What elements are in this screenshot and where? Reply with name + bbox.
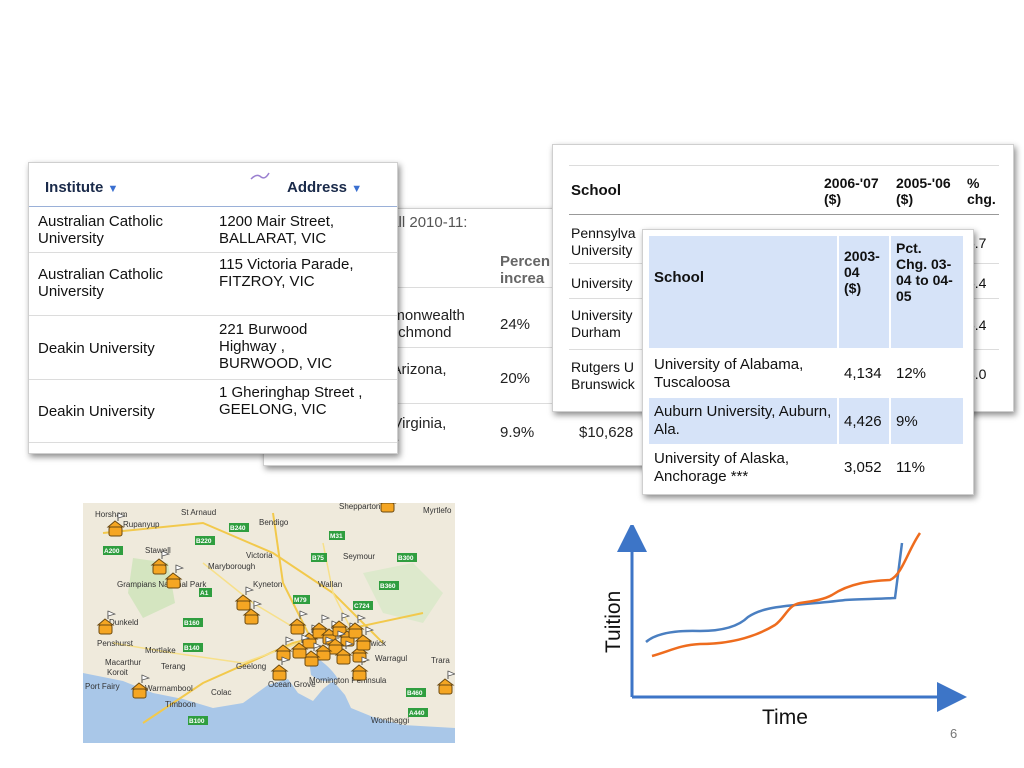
x-axis-label: Time xyxy=(762,706,808,729)
svg-text:Grampians National Park: Grampians National Park xyxy=(117,580,207,589)
svg-text:Victoria: Victoria xyxy=(246,551,273,560)
svg-text:Geelong: Geelong xyxy=(236,662,266,671)
front-value-cell: 3,052 xyxy=(844,459,882,476)
year-2006-header: 2006-'07 ($) xyxy=(824,175,879,207)
svg-text:A1: A1 xyxy=(200,590,209,597)
svg-text:Wallan: Wallan xyxy=(318,580,342,589)
svg-text:C724: C724 xyxy=(354,603,370,610)
school-tuition-2003-table-card: School 2003- 04 ($) Pct. Chg. 03- 04 to … xyxy=(642,229,974,495)
sort-caret-icon: ▼ xyxy=(351,183,363,195)
institute-header-label: Institute xyxy=(45,179,104,196)
back-row-1-name: nmonwealth Richmond xyxy=(384,307,465,341)
back-table-col-header: Percen increa xyxy=(500,253,551,287)
year-2005-header: 2005-'06 ($) xyxy=(896,175,951,207)
svg-text:M31: M31 xyxy=(330,533,343,540)
address-cell: 221 Burwood Highway , BURWOOD, VIC xyxy=(219,321,333,372)
svg-text:A440: A440 xyxy=(409,710,425,717)
school-cell: Pennsylva University xyxy=(571,225,636,258)
address-cell: 115 Victoria Parade, FITZROY, VIC xyxy=(219,256,354,290)
svg-text:Mornington Peninsula: Mornington Peninsula xyxy=(309,676,387,685)
svg-text:Berwick: Berwick xyxy=(358,639,387,648)
svg-text:Port Fairy: Port Fairy xyxy=(85,682,120,691)
svg-text:Horsham: Horsham xyxy=(95,510,128,519)
page-number: 6 xyxy=(950,726,958,741)
svg-text:Warrnambool: Warrnambool xyxy=(145,684,193,693)
svg-text:A200: A200 xyxy=(104,548,120,555)
svg-text:M79: M79 xyxy=(294,597,307,604)
pct-chg-header: % chg. xyxy=(967,175,996,207)
front-value-cell: 4,426 xyxy=(844,413,882,430)
address-cell: 1 Gheringhap Street , GEELONG, VIC xyxy=(219,384,363,418)
svg-text:Seymour: Seymour xyxy=(343,552,375,561)
campus-map[interactable]: B240 B220 A200 M31 B75 B300 B360 M79 C72… xyxy=(83,503,455,743)
svg-text:Colac: Colac xyxy=(211,688,231,697)
institute-column-header[interactable]: Institute ▼ xyxy=(45,179,118,196)
svg-text:B140: B140 xyxy=(184,645,200,652)
svg-text:B100: B100 xyxy=(189,718,205,725)
svg-text:Maryborough: Maryborough xyxy=(208,562,255,571)
front-pct-cell: 9% xyxy=(896,413,918,430)
road-shield-icons: B240 B220 A200 M31 B75 B300 B360 M79 C72… xyxy=(103,523,428,725)
svg-text:Koroit: Koroit xyxy=(107,668,129,677)
svg-text:Penshurst: Penshurst xyxy=(97,639,134,648)
front-year-header: 2003- 04 ($) xyxy=(844,248,880,296)
svg-text:B360: B360 xyxy=(380,583,396,590)
svg-text:Warragul: Warragul xyxy=(375,654,407,663)
address-cell: 1200 Mair Street, BALLARAT, VIC xyxy=(219,213,335,247)
school-cell: University Durham xyxy=(571,307,633,340)
svg-text:B460: B460 xyxy=(407,690,423,697)
svg-text:Bendigo: Bendigo xyxy=(259,518,289,527)
svg-text:Wonthaggi: Wonthaggi xyxy=(371,716,409,725)
front-pct-cell: 11% xyxy=(896,459,925,476)
institute-address-table-card: Institute ▼ Address ▼ Australian Catholi… xyxy=(28,162,398,454)
svg-text:Ocean Grove: Ocean Grove xyxy=(268,680,316,689)
svg-text:Myrtlefo: Myrtlefo xyxy=(423,506,452,515)
back-row-1-pct: 24% xyxy=(500,316,531,333)
svg-text:Macarthur: Macarthur xyxy=(105,658,141,667)
school-header: School xyxy=(571,182,622,199)
svg-text:B75: B75 xyxy=(312,555,324,562)
school-cell: Rutgers U Brunswick xyxy=(571,359,635,392)
svg-text:Mortlake: Mortlake xyxy=(145,646,176,655)
institute-cell: Deakin University xyxy=(38,403,155,420)
institute-cell: Australian Catholic University xyxy=(38,213,164,247)
y-axis-label: Tuition xyxy=(602,591,625,653)
svg-text:B160: B160 xyxy=(184,620,200,627)
school-cell: University xyxy=(571,275,633,291)
back-row-2-pct: 20% xyxy=(500,370,531,387)
institute-cell: Deakin University xyxy=(38,340,155,357)
front-school-header: School xyxy=(654,269,705,286)
map-place-labels: Horsham St Arnaud Rupanyup Bendigo Stawe… xyxy=(85,503,452,725)
svg-text:B300: B300 xyxy=(398,555,414,562)
address-column-header[interactable]: Address ▼ xyxy=(287,179,362,196)
svg-text:St Arnaud: St Arnaud xyxy=(181,508,216,517)
front-school-cell: University of Alabama, Tuscaloosa xyxy=(654,356,804,391)
svg-text:Shepparton: Shepparton xyxy=(339,503,380,511)
sort-caret-icon: ▼ xyxy=(107,183,119,195)
svg-text:Timboon: Timboon xyxy=(165,700,196,709)
svg-text:Dunkeld: Dunkeld xyxy=(109,618,138,627)
front-pct-cell: 12% xyxy=(896,365,927,382)
svg-text:Trara: Trara xyxy=(431,656,450,665)
front-value-cell: 4,134 xyxy=(844,365,882,382)
tuition-time-chart: Time Tuition xyxy=(590,522,970,735)
series-line-blue xyxy=(645,542,904,643)
address-header-label: Address xyxy=(287,179,348,196)
back-row-3-extra: $10,628 xyxy=(579,424,634,441)
svg-text:Kyneton: Kyneton xyxy=(253,580,282,589)
svg-text:Rupanyup: Rupanyup xyxy=(123,520,160,529)
svg-text:Stawell: Stawell xyxy=(145,546,171,555)
front-pct-header: Pct. Chg. 03- 04 to 04- 05 xyxy=(896,240,953,304)
series-line-orange xyxy=(651,532,922,658)
back-row-3-pct: 9.9% xyxy=(500,424,535,441)
back-row-2-name: f Arizona, xyxy=(384,361,447,378)
cursor-mark-icon xyxy=(250,172,270,180)
front-school-cell: University of Alaska, Anchorage *** xyxy=(654,450,790,485)
svg-text:B240: B240 xyxy=(230,525,246,532)
svg-text:B220: B220 xyxy=(196,538,212,545)
svg-text:Terang: Terang xyxy=(161,662,185,671)
front-school-cell: Auburn University, Auburn, Ala. xyxy=(654,403,832,438)
institute-cell: Australian Catholic University xyxy=(38,266,164,300)
